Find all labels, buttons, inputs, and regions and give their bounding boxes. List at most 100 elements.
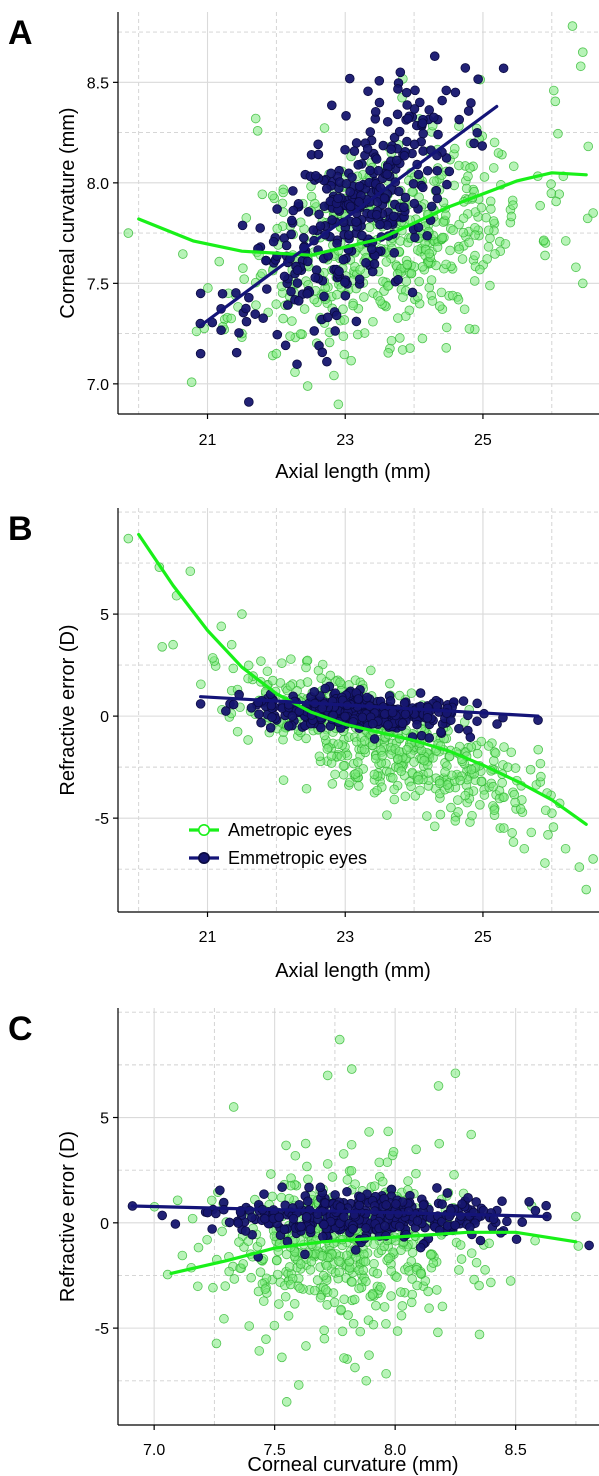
data-point-ametropic — [526, 827, 537, 838]
data-point-ametropic — [303, 1174, 313, 1185]
data-point-ametropic — [588, 208, 598, 218]
data-point-emmetropic — [313, 149, 324, 160]
data-point-emmetropic — [351, 217, 361, 227]
data-point-emmetropic — [473, 74, 483, 84]
data-point-ametropic — [289, 1299, 300, 1309]
data-point-emmetropic — [374, 76, 385, 86]
data-point-ametropic — [395, 333, 405, 343]
y-tick-label: 5 — [100, 1111, 109, 1128]
data-point-emmetropic — [341, 111, 351, 121]
data-point-emmetropic — [413, 169, 424, 180]
data-point-emmetropic — [314, 209, 324, 220]
data-point-ametropic — [358, 1265, 369, 1276]
data-point-ametropic — [499, 792, 509, 803]
data-point-emmetropic — [292, 359, 302, 370]
data-point-ametropic — [157, 642, 168, 652]
data-point-ametropic — [388, 1146, 399, 1157]
data-point-emmetropic — [340, 144, 350, 155]
data-point-ametropic — [255, 1237, 266, 1247]
data-point-ametropic — [364, 1350, 374, 1360]
data-point-ametropic — [441, 259, 451, 270]
data-point-ametropic — [306, 1256, 317, 1267]
data-point-ametropic — [508, 161, 519, 172]
data-point-ametropic — [515, 804, 526, 814]
data-point-emmetropic — [475, 1235, 486, 1246]
data-point-emmetropic — [437, 95, 447, 106]
data-point-ametropic — [440, 767, 450, 777]
data-point-emmetropic — [361, 1223, 371, 1233]
data-point-ametropic — [301, 1341, 311, 1351]
data-point-ametropic — [281, 1140, 291, 1151]
data-point-emmetropic — [345, 201, 356, 212]
data-point-ametropic — [550, 96, 561, 107]
data-point-ametropic — [339, 1294, 349, 1305]
data-point-ametropic — [360, 1256, 371, 1267]
data-point-emmetropic — [502, 1216, 512, 1227]
data-point-emmetropic — [224, 1217, 235, 1228]
data-point-ametropic — [574, 862, 585, 872]
data-point-ametropic — [338, 1149, 349, 1159]
data-point-emmetropic — [287, 711, 298, 721]
x-tick-label: 25 — [474, 929, 492, 946]
data-point-emmetropic — [241, 303, 251, 314]
data-point-ametropic — [285, 681, 296, 691]
data-point-ametropic — [168, 639, 178, 650]
data-point-emmetropic — [195, 288, 206, 299]
data-point-emmetropic — [414, 97, 425, 108]
data-point-ametropic — [437, 232, 448, 243]
data-point-ametropic — [535, 758, 546, 769]
data-point-emmetropic — [378, 140, 389, 151]
data-point-ametropic — [383, 348, 394, 358]
data-point-ametropic — [346, 355, 356, 366]
data-point-ametropic — [186, 377, 197, 387]
data-point-emmetropic — [310, 170, 321, 181]
data-point-ametropic — [295, 217, 306, 228]
data-point-ametropic — [548, 822, 559, 832]
data-point-emmetropic — [409, 198, 420, 209]
data-point-ametropic — [322, 1070, 333, 1081]
data-point-ametropic — [382, 1157, 393, 1168]
data-point-emmetropic — [409, 139, 420, 150]
data-point-ametropic — [449, 143, 460, 154]
data-point-emmetropic — [354, 197, 364, 207]
data-point-ametropic — [530, 1235, 540, 1246]
data-point-ametropic — [277, 1352, 287, 1363]
data-point-emmetropic — [408, 178, 419, 189]
data-point-ametropic — [123, 533, 134, 544]
data-point-ametropic — [352, 329, 363, 340]
fit-line-ametropic — [169, 1230, 578, 1275]
data-point-emmetropic — [240, 1226, 251, 1236]
data-point-emmetropic — [450, 87, 461, 98]
data-point-emmetropic — [350, 1245, 361, 1255]
data-point-emmetropic — [409, 104, 420, 114]
data-point-ametropic — [254, 1346, 265, 1356]
data-point-emmetropic — [321, 184, 332, 194]
y-tick-label: 0 — [100, 709, 109, 726]
data-point-emmetropic — [362, 144, 373, 154]
data-point-emmetropic — [379, 1221, 390, 1231]
data-point-ametropic — [376, 1282, 386, 1292]
data-point-ametropic — [226, 639, 237, 650]
data-point-ametropic — [464, 324, 475, 334]
data-point-ametropic — [383, 281, 393, 291]
data-point-emmetropic — [279, 271, 290, 282]
data-point-emmetropic — [310, 272, 321, 283]
data-point-ametropic — [539, 235, 549, 246]
data-point-ametropic — [214, 256, 225, 267]
data-point-ametropic — [403, 1176, 413, 1186]
data-point-ametropic — [500, 239, 511, 249]
data-point-ametropic — [519, 843, 530, 854]
data-point-emmetropic — [305, 1224, 316, 1235]
data-point-emmetropic — [332, 238, 342, 249]
y-axis-title: Corneal curvature (mm) — [57, 107, 79, 318]
data-point-ametropic — [353, 757, 363, 767]
data-point-ametropic — [338, 769, 349, 780]
data-point-emmetropic — [298, 233, 309, 243]
data-point-ametropic — [309, 1285, 320, 1296]
panel-b: B 21 23 25 -5 0 5 Axial length (mm) Refractive e… — [8, 508, 599, 982]
panel-letter: A — [8, 14, 33, 52]
data-point-ametropic — [397, 1301, 408, 1311]
data-point-ametropic — [371, 1300, 381, 1311]
data-point-ametropic — [246, 1272, 256, 1283]
data-point-emmetropic — [469, 138, 479, 149]
